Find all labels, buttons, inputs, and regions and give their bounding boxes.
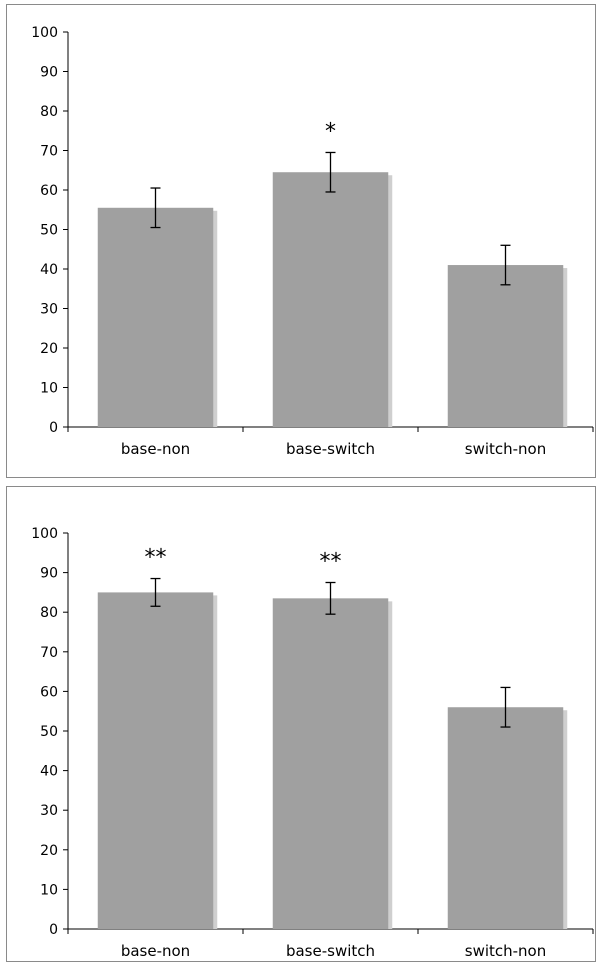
- y-tick-label: 90: [40, 65, 58, 81]
- y-tick-label: 40: [40, 262, 58, 278]
- y-tick-label: 30: [40, 302, 58, 318]
- y-tick-label: 10: [40, 381, 58, 397]
- y-tick-label: 90: [40, 566, 58, 582]
- bar: [272, 598, 389, 929]
- category-label: base-switch: [286, 942, 375, 960]
- y-tick-label: 100: [31, 25, 58, 41]
- bar: [272, 172, 389, 427]
- category-label: switch-non: [465, 942, 547, 960]
- bar: [97, 592, 214, 929]
- bar-chart-top: 0 10 20 30 40 50 60 70 80 90 100 base-non * base-swit…: [31, 25, 594, 458]
- category-label: base-switch: [286, 440, 375, 458]
- y-tick-label: 60: [40, 684, 58, 700]
- bar: [447, 707, 564, 929]
- y-tick-label: 60: [40, 183, 58, 199]
- bar-chart-bottom: 0 10 20 30 40 50 60 70 80 90 100 ** base-non ** base-s…: [31, 526, 594, 960]
- y-tick-label: 50: [40, 724, 58, 740]
- significance-label: **: [145, 546, 167, 571]
- y-tick-label: 100: [31, 526, 58, 542]
- bar: [97, 207, 214, 427]
- category-label: base-non: [121, 942, 190, 960]
- significance-label: *: [325, 119, 336, 144]
- y-tick-label: 50: [40, 223, 58, 239]
- chart-panel-bottom: 0 10 20 30 40 50 60 70 80 90 100 ** base-non ** base-s…: [6, 486, 596, 962]
- y-tick-label: 30: [40, 803, 58, 819]
- y-tick-label: 80: [40, 605, 58, 621]
- y-tick-label: 0: [49, 922, 58, 938]
- y-tick-label: 40: [40, 764, 58, 780]
- chart-panel-top: 0 10 20 30 40 50 60 70 80 90 100 base-non * base-swit…: [6, 4, 596, 478]
- significance-label: **: [320, 550, 342, 575]
- y-tick-label: 70: [40, 144, 58, 160]
- y-tick-label: 70: [40, 645, 58, 661]
- category-label: switch-non: [465, 440, 547, 458]
- y-tick-label: 0: [49, 420, 58, 436]
- category-label: base-non: [121, 440, 190, 458]
- bar: [447, 265, 564, 427]
- y-tick-label: 10: [40, 882, 58, 898]
- y-tick-label: 80: [40, 104, 58, 120]
- y-tick-label: 20: [40, 341, 58, 357]
- y-tick-label: 20: [40, 843, 58, 859]
